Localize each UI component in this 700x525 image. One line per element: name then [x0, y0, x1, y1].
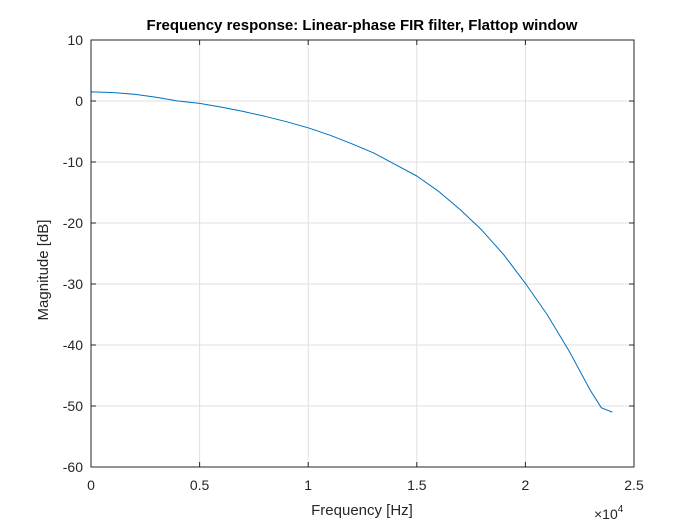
x-exponent-power: 4: [618, 504, 624, 515]
y-tick-label: -20: [63, 215, 83, 231]
chart-title: Frequency response: Linear-phase FIR fil…: [147, 17, 578, 34]
series-line: [90, 91, 613, 413]
x-tick-label: 0.5: [190, 477, 210, 493]
ticks: 0 0.5 1 1.5 2 2.5 -60 -50 -40 -30 -20 -10 0 10: [63, 32, 644, 493]
x-tick-label: 0: [87, 477, 95, 493]
y-tick-label: 0: [75, 93, 83, 109]
y-tick-label: 10: [67, 32, 83, 48]
y-axis-label: Magnitude [dB]: [35, 220, 52, 321]
axes-box: [90, 39, 635, 468]
x-tick-label: 1.5: [407, 477, 427, 493]
x-tick-label: 2: [522, 477, 530, 493]
x-tick-label: 1: [304, 477, 312, 493]
x-axis-label: Frequency [Hz]: [311, 502, 413, 519]
x-exponent-label: ×104: [594, 504, 624, 522]
x-tick-label: 2.5: [624, 477, 644, 493]
y-tick-label: -40: [63, 337, 83, 353]
grid: [90, 39, 635, 468]
y-tick-label: -30: [63, 276, 83, 292]
y-tick-label: -10: [63, 154, 83, 170]
y-tick-label: -60: [63, 459, 83, 475]
x-exponent-base: ×10: [594, 506, 618, 522]
y-tick-label: -50: [63, 398, 83, 414]
series-group: [90, 91, 613, 413]
